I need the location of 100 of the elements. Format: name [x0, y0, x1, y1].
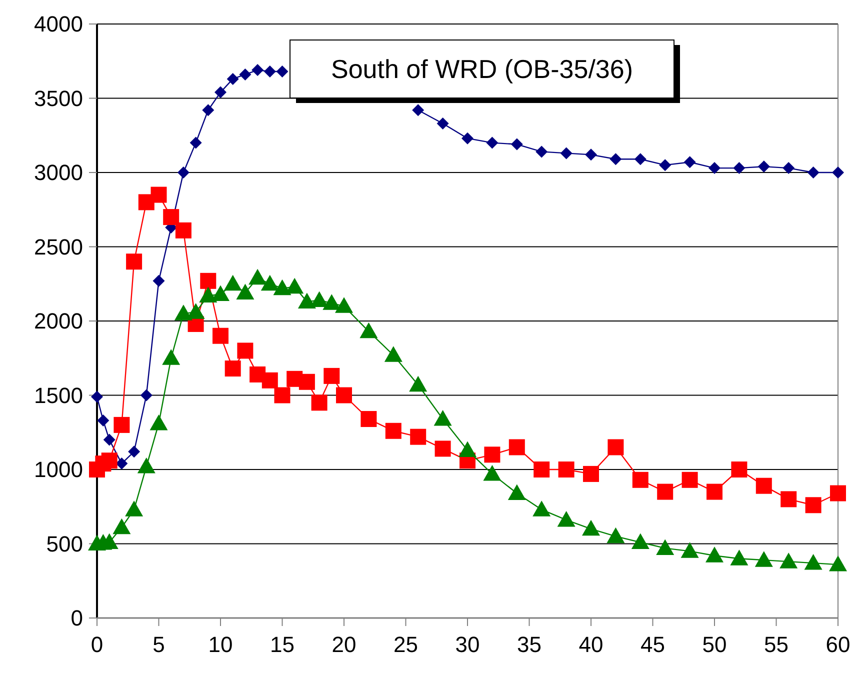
point: [116, 458, 128, 470]
point: [582, 520, 600, 536]
point: [536, 146, 548, 158]
point: [585, 148, 597, 161]
point: [276, 66, 288, 78]
point: [360, 322, 378, 338]
point: [335, 297, 353, 313]
point: [436, 117, 449, 130]
y-tick-label: 2000: [34, 308, 83, 334]
point: [805, 497, 822, 514]
point: [486, 136, 498, 149]
point: [410, 428, 426, 445]
point: [236, 284, 254, 300]
point: [560, 147, 572, 160]
y-tick-label: 1500: [34, 382, 83, 408]
point: [634, 153, 646, 166]
point: [508, 439, 525, 456]
point: [730, 550, 748, 566]
point: [731, 462, 748, 478]
point: [126, 254, 142, 270]
point: [114, 416, 130, 433]
point: [680, 542, 699, 558]
point: [298, 374, 315, 390]
x-tick-label: 30: [455, 632, 480, 657]
point: [248, 268, 267, 285]
point: [360, 411, 377, 428]
point: [733, 162, 746, 174]
point: [152, 274, 165, 287]
point: [534, 462, 550, 478]
point: [298, 292, 316, 308]
point: [212, 285, 230, 302]
point: [199, 286, 218, 303]
point: [606, 527, 625, 544]
point: [97, 414, 110, 426]
point: [140, 389, 152, 402]
point: [462, 132, 474, 144]
point: [434, 410, 452, 426]
point: [311, 394, 328, 411]
y-tick-label: 0: [70, 606, 83, 631]
point: [101, 452, 118, 469]
point: [224, 274, 242, 291]
point: [262, 372, 278, 388]
point: [264, 66, 276, 78]
x-tick-label: 45: [640, 632, 665, 657]
x-tick-label: 25: [394, 632, 418, 657]
point: [237, 342, 254, 359]
y-tick-label: 3500: [34, 86, 83, 111]
point: [409, 376, 428, 392]
point: [632, 472, 648, 488]
y-tick-label: 3000: [34, 160, 83, 186]
point: [484, 446, 500, 463]
point: [202, 104, 214, 116]
point: [756, 478, 772, 494]
point: [832, 166, 844, 178]
point: [684, 156, 696, 168]
point: [510, 138, 523, 150]
point: [384, 346, 402, 362]
point: [780, 491, 797, 508]
point: [324, 368, 340, 384]
point: [150, 186, 167, 203]
point: [336, 387, 352, 404]
point: [150, 414, 168, 430]
point: [532, 500, 551, 516]
point: [631, 533, 650, 550]
x-tick-label: 10: [208, 632, 233, 657]
x-tick-label: 15: [270, 632, 294, 657]
x-tick-label: 5: [152, 632, 165, 657]
point: [659, 159, 672, 172]
point: [239, 68, 252, 80]
point: [412, 104, 424, 116]
point: [782, 162, 795, 174]
point: [434, 440, 451, 457]
point: [174, 304, 192, 320]
x-tick-label: 20: [332, 632, 356, 657]
point: [190, 136, 202, 149]
y-tick-label: 4000: [34, 12, 83, 37]
point: [224, 360, 241, 377]
point: [708, 162, 720, 174]
point: [128, 446, 140, 458]
point: [754, 551, 773, 567]
x-tick-label: 55: [764, 632, 788, 657]
point: [706, 546, 724, 562]
point: [252, 64, 264, 76]
x-tick-label: 0: [90, 632, 104, 657]
point: [385, 422, 402, 439]
point: [212, 328, 228, 344]
point: [758, 160, 770, 173]
point: [458, 441, 476, 457]
point: [91, 390, 103, 403]
point: [175, 222, 192, 238]
point: [273, 279, 292, 296]
point: [200, 272, 216, 289]
y-tick-label: 500: [46, 531, 83, 556]
point: [557, 510, 576, 527]
point: [657, 484, 674, 500]
point: [583, 466, 599, 482]
point: [226, 72, 239, 85]
point: [125, 500, 144, 516]
point: [322, 294, 341, 310]
point: [163, 209, 180, 226]
